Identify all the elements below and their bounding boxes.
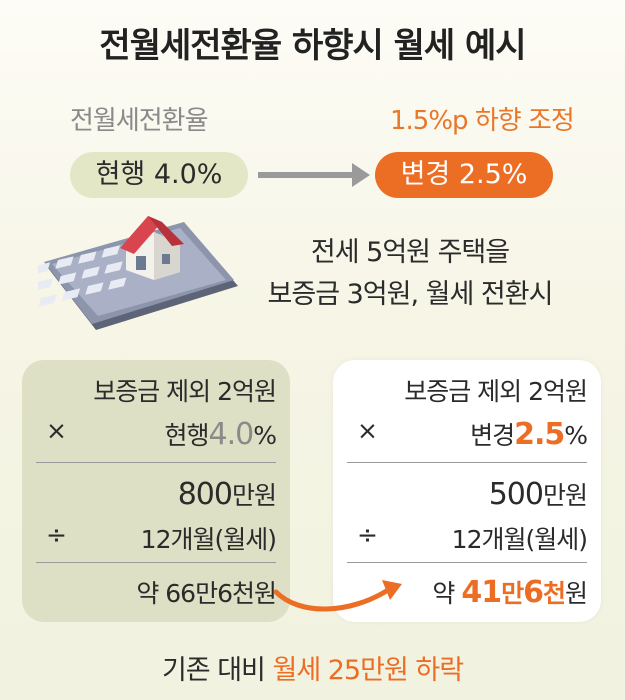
footer-prefix: 기존 대비 xyxy=(161,655,266,686)
annual-unit: 만원 xyxy=(542,481,588,510)
rate-unit: % xyxy=(253,421,277,450)
months-label: 12개월(월세) xyxy=(451,525,588,554)
description-line-1: 전세 5억원 주택을 xyxy=(310,237,510,268)
annual-amount: 800만원 xyxy=(36,476,277,512)
rate-word: 변경 xyxy=(470,421,515,450)
multiply-row: × 현행4.0% xyxy=(36,416,277,452)
house-icon xyxy=(120,216,184,280)
divide-row: ÷ 12개월(월세) xyxy=(36,520,277,556)
annual-unit: 만원 xyxy=(231,481,277,510)
footer-highlight: 월세 25만원 하락 xyxy=(272,655,464,686)
rent-cheon-number: 6 xyxy=(523,575,544,610)
divider xyxy=(36,462,276,463)
monthly-rent-result: 약 41만6천원 xyxy=(347,574,588,610)
page-title: 전월세전환율 하향시 월세 예시 xyxy=(99,26,526,66)
rent-cheon-unit: 천 xyxy=(542,579,566,608)
description-line-2: 보증금 3억원, 월세 전환시 xyxy=(267,279,554,310)
multiply-symbol: × xyxy=(357,416,378,445)
monthly-rent-value: 66만6천원 xyxy=(165,579,277,608)
new-rate-pill: 변경 2.5% xyxy=(375,152,553,198)
rate-number: 2.5 xyxy=(514,417,565,452)
rent-man-unit: 만 xyxy=(501,579,524,608)
divide-symbol: ÷ xyxy=(46,520,67,549)
divider xyxy=(347,562,587,563)
multiply-symbol: × xyxy=(46,416,67,445)
rate-label: 전월세전환율 xyxy=(70,106,209,136)
divide-row: ÷ 12개월(월세) xyxy=(347,520,588,556)
right-arrow-head-icon xyxy=(352,163,370,187)
divide-symbol: ÷ xyxy=(357,520,378,549)
annual-number: 500 xyxy=(488,477,544,512)
summary-footer: 기존 대비 월세 25만원 하락 xyxy=(0,648,625,687)
approx-prefix: 약 xyxy=(136,579,159,608)
approx-prefix: 약 xyxy=(432,579,455,608)
annual-number: 800 xyxy=(177,477,233,512)
monthly-rent-result: 약 66만6천원 xyxy=(36,574,277,610)
annual-amount: 500만원 xyxy=(347,476,588,512)
scenario-description: 전세 5억원 주택을 보증금 3억원, 월세 전환시 xyxy=(230,232,590,316)
rent-won-unit: 원 xyxy=(564,579,588,608)
deposit-excluded: 보증금 제외 2억원 xyxy=(93,377,277,406)
current-rate-value: 현행4.0% xyxy=(165,416,277,452)
rate-number: 4.0 xyxy=(208,417,255,452)
multiply-row: × 변경2.5% xyxy=(347,416,588,452)
changed-calculation-panel: 보증금 제외 2억원 × 변경2.5% 500만원 ÷ 12개월(월세) 약 4… xyxy=(333,360,601,622)
current-calculation-panel: 보증금 제외 2억원 × 현행4.0% 800만원 ÷ 12개월(월세) 약 6… xyxy=(22,360,290,622)
deposit-excluded: 보증금 제외 2억원 xyxy=(404,377,588,406)
divider xyxy=(36,562,276,563)
right-arrow-icon xyxy=(258,172,358,178)
rent-man-number: 41 xyxy=(461,575,502,610)
current-rate-pill: 현행 4.0% xyxy=(70,152,248,198)
rate-unit: % xyxy=(564,421,588,450)
rate-word: 현행 xyxy=(164,421,210,450)
new-rate-value: 변경2.5% xyxy=(470,416,588,452)
change-label: 1.5%p 하향 조정 xyxy=(390,106,575,136)
months-label: 12개월(월세) xyxy=(140,525,277,554)
divider xyxy=(347,462,587,463)
curved-arrow-icon xyxy=(273,580,402,612)
